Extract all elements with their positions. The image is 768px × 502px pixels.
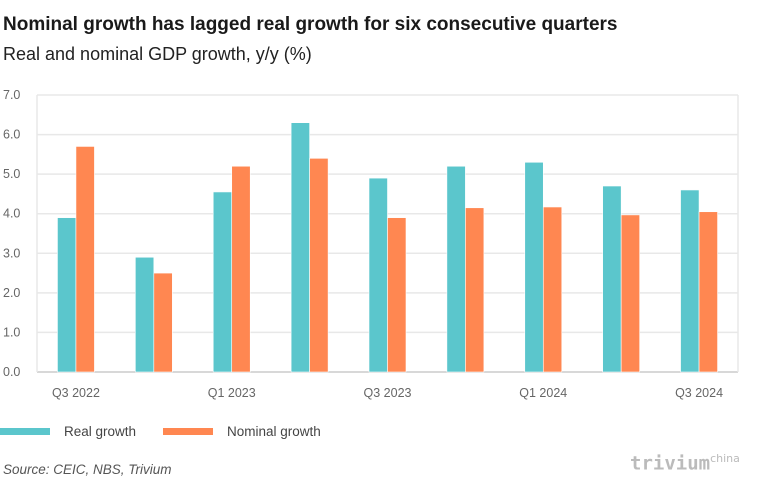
- y-tick-label: 2.0: [3, 286, 20, 300]
- bar-real: [368, 177, 388, 373]
- x-tick-label: Q3 2022: [52, 386, 100, 400]
- y-tick-label: 7.0: [3, 88, 20, 102]
- bar-nominal: [387, 217, 407, 373]
- legend-label-real: Real growth: [64, 424, 137, 439]
- bar-chart: 0.0 1.0 2.0 3.0 4.0 5.0 6.0 7.0 Q3 2022 Q1 2023 Q3…: [3, 88, 739, 400]
- bar-real: [135, 256, 155, 373]
- chart-title: Nominal growth has lagged real growth fo…: [3, 14, 618, 35]
- bar-real: [680, 189, 700, 373]
- x-tick-label: Q1 2023: [208, 386, 256, 400]
- bar-nominal: [698, 211, 718, 373]
- bar-nominal: [465, 207, 485, 373]
- bar-real: [446, 165, 466, 373]
- legend-swatch-nominal: [163, 428, 213, 435]
- x-tick-label: Q1 2024: [519, 386, 567, 400]
- bar-real: [602, 185, 622, 373]
- legend-item-real: Real growth: [0, 424, 136, 439]
- y-tick-label: 6.0: [3, 128, 20, 142]
- x-tick-label: Q3 2024: [675, 386, 723, 400]
- y-tick-label: 4.0: [3, 207, 20, 221]
- bar-real: [57, 217, 77, 373]
- y-tick-label: 5.0: [3, 167, 20, 181]
- bar-real: [524, 161, 544, 373]
- bar-nominal: [231, 165, 251, 373]
- source-note: Source: CEIC, NBS, Trivium: [3, 462, 172, 477]
- bar-nominal: [309, 158, 329, 373]
- legend-swatch-real: [0, 428, 50, 435]
- bar-real: [212, 191, 233, 373]
- bar-nominal: [542, 206, 563, 373]
- trivium-logo: triviumchina: [630, 452, 740, 474]
- y-tick-label: 1.0: [3, 325, 20, 339]
- legend-item-nominal: Nominal growth: [163, 424, 321, 439]
- chart-subtitle: Real and nominal GDP growth, y/y (%): [3, 44, 312, 64]
- y-tick-label: 3.0: [3, 246, 20, 260]
- y-tick-label: 0.0: [3, 365, 20, 379]
- x-tick-label: Q3 2023: [364, 386, 412, 400]
- logo-sup: china: [710, 452, 740, 465]
- bar-nominal: [153, 272, 173, 373]
- bar-nominal: [620, 214, 640, 373]
- logo-text: trivium: [630, 452, 711, 475]
- bar-real: [290, 122, 310, 373]
- bar-nominal: [75, 146, 95, 373]
- legend-label-nominal: Nominal growth: [227, 424, 321, 439]
